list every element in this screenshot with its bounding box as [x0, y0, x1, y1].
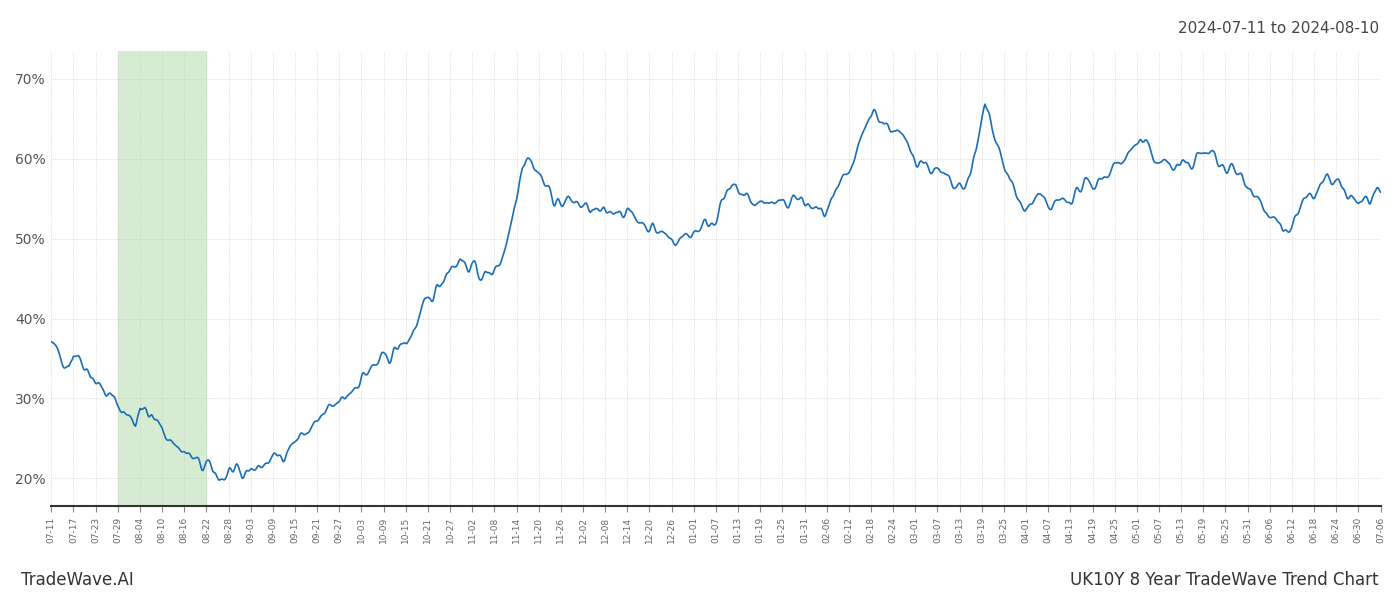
- Text: UK10Y 8 Year TradeWave Trend Chart: UK10Y 8 Year TradeWave Trend Chart: [1071, 571, 1379, 589]
- Text: 2024-07-11 to 2024-08-10: 2024-07-11 to 2024-08-10: [1177, 21, 1379, 36]
- Bar: [118, 51, 206, 506]
- Text: TradeWave.AI: TradeWave.AI: [21, 571, 134, 589]
